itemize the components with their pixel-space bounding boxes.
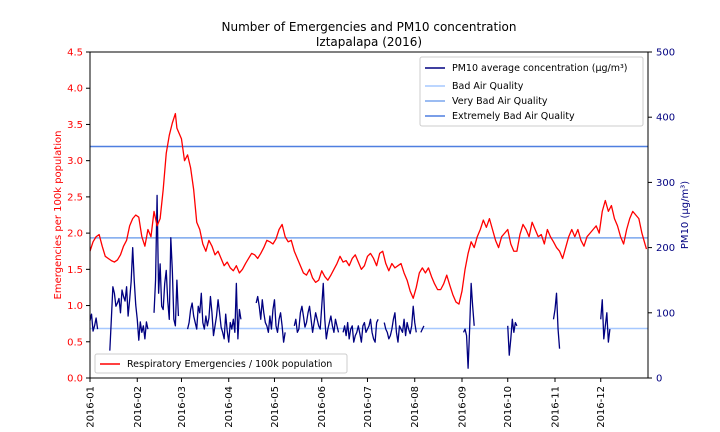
x-tick-label-5: 2016-06 [317,386,328,428]
pm10-line-segment-1 [109,246,149,351]
left-tick-label-0: 0.0 [67,374,83,385]
left-tick-label-5: 2.5 [67,192,83,203]
pm10-line-segment-11 [552,292,561,349]
pm10-line-segment-2 [153,194,180,327]
right-tick-label-0: 0 [656,374,662,385]
x-tick-label-6: 2016-07 [363,386,374,428]
chart-title: Number of Emergencies and PM10 concentra… [222,20,517,34]
left-axis-label: Emergencies per 100k population [53,131,64,300]
left-tick-label-2: 1.0 [67,301,83,312]
legend-pm10-label: PM10 average concentration (μg/m³) [452,63,628,74]
x-tick-label-11: 2016-12 [596,386,607,428]
x-tick-label-0: 2016-01 [86,386,97,428]
left-tick-label-9: 4.5 [67,48,83,59]
pm10-line-segment-9 [462,282,475,369]
left-tick-label-6: 3.0 [67,156,83,167]
pm10-line-segment-7 [383,305,417,343]
legend-very-bad-label: Very Bad Air Quality [452,96,548,107]
right-tick-label-5: 500 [656,48,675,59]
legend-top-right-box [419,56,644,127]
pm10-line-segment-8 [420,325,425,333]
pm10-line-segment-10 [507,318,518,356]
pm10-line-segment-3 [186,282,242,343]
x-tick-label-8: 2016-09 [458,386,469,428]
respiratory-line [89,112,648,305]
x-tick-label-7: 2016-08 [410,386,421,428]
x-axis: 2016-01 2016-02 2016-03 2016-04 2016-05 2016-… [86,378,607,428]
legend-bottom-left: Respiratory Emergencies / 100k populatio… [94,353,348,374]
right-tick-label-4: 400 [656,113,675,124]
respiratory-series [89,112,648,305]
x-tick-label-4: 2016-05 [270,386,281,428]
left-axis: 0.0 0.5 1.0 1.5 2.0 2.5 3.0 3.5 4.0 4.5 [67,48,90,385]
pm10-line-segment-4 [255,295,286,343]
chart-subtitle: Iztapalapa (2016) [316,35,422,49]
right-axis-label: PM10 (μg/m³) [680,181,691,249]
pm10-line-segment-6 [342,318,379,343]
left-tick-label-1: 0.5 [67,337,83,348]
left-tick-label-7: 3.5 [67,120,83,131]
x-tick-label-10: 2016-11 [551,386,562,428]
right-tick-label-2: 200 [656,243,675,254]
pm10-line-segment-12 [600,299,611,343]
right-axis: 0 100 200 300 400 500 [648,48,675,385]
x-tick-label-1: 2016-02 [133,386,144,428]
pm10-series [89,194,611,369]
pm10-line-segment-0 [89,313,99,332]
legend-respiratory-label: Respiratory Emergencies / 100k populatio… [127,359,332,370]
x-tick-label-2: 2016-03 [177,386,188,428]
legend-bottom-left-box [94,353,348,374]
legend-bad-label: Bad Air Quality [452,81,524,92]
right-tick-label-1: 100 [656,308,675,319]
legend-top-right: PM10 average concentration (μg/m³) Bad A… [419,56,644,127]
left-tick-label-8: 4.0 [67,84,83,95]
left-tick-label-3: 1.5 [67,265,83,276]
legend-extremely-bad-label: Extremely Bad Air Quality [452,111,575,122]
x-tick-label-3: 2016-04 [224,386,235,428]
pm10-line-segment-5 [293,282,340,340]
left-tick-label-4: 2.0 [67,229,83,240]
x-tick-label-9: 2016-10 [503,386,514,428]
plot-frame [89,51,649,379]
right-tick-label-3: 300 [656,178,675,189]
